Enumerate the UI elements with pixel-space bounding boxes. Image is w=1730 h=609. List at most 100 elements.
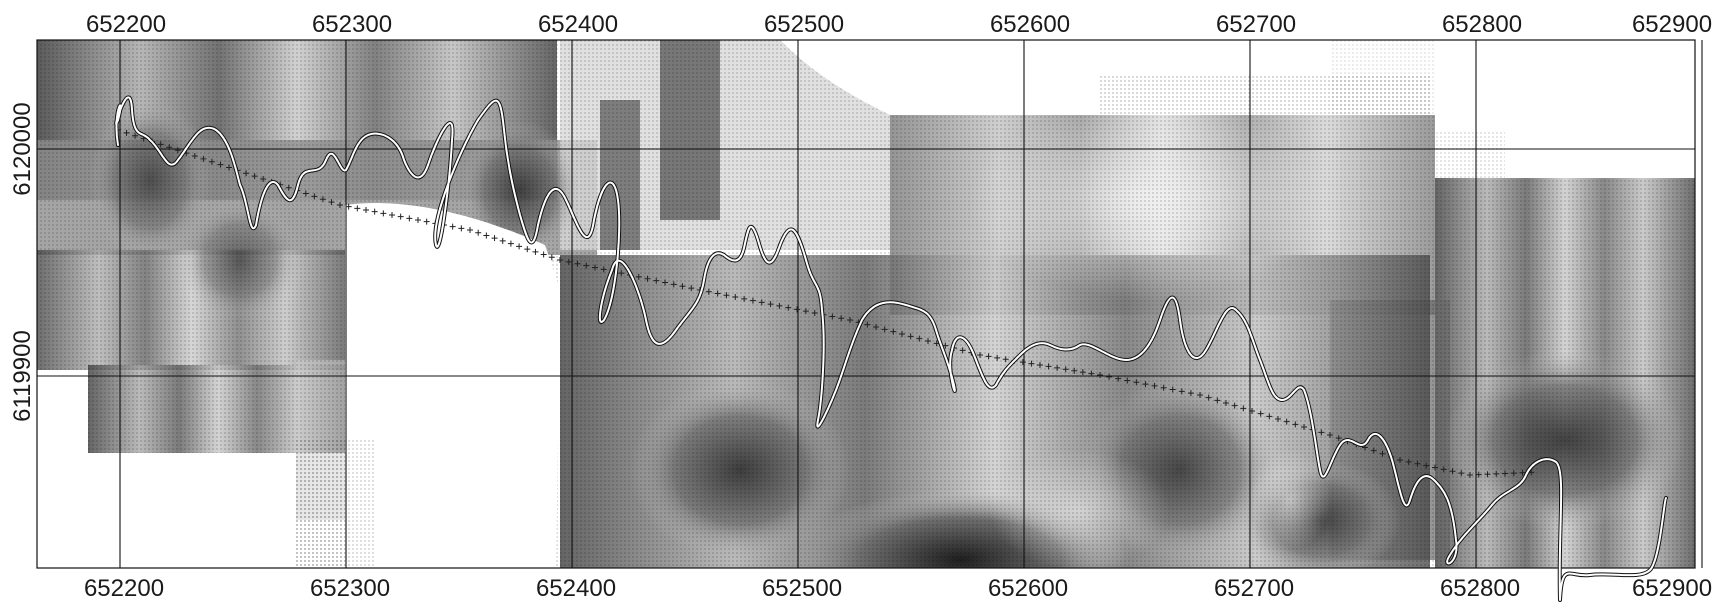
station-marker-icon (802, 308, 809, 315)
station-marker-icon (829, 313, 836, 320)
station-marker-icon (1458, 470, 1465, 477)
station-marker-icon (1169, 386, 1176, 393)
station-marker-icon (811, 309, 818, 316)
station-marker-icon (1257, 410, 1264, 417)
station-marker-icon (1002, 356, 1009, 363)
station-marker-icon (925, 338, 931, 344)
station-marker-icon (507, 240, 514, 247)
station-marker-icon (1106, 373, 1113, 380)
station-marker-icon (977, 352, 983, 358)
station-marker-icon (157, 141, 164, 148)
station-marker-icon (1197, 392, 1203, 398)
top-tick-label: 652400 (538, 11, 618, 38)
station-marker-icon (1214, 397, 1221, 404)
bottom-tick-label: 652700 (1214, 575, 1294, 602)
station-marker-icon (328, 199, 335, 206)
station-marker-icon (758, 299, 765, 306)
station-marker-icon (132, 132, 139, 139)
left-axis-labels: 6120000 6119900 (9, 102, 36, 422)
station-marker-icon (532, 248, 539, 255)
station-marker-icon (1054, 364, 1061, 371)
station-marker-icon (794, 306, 801, 313)
station-marker-icon (1037, 362, 1043, 368)
top-axis-labels: 652200 652300 652400 652500 652600 652700 6528… (86, 11, 1712, 38)
station-marker-icon (260, 176, 267, 183)
station-marker-icon (557, 257, 563, 263)
top-tick-label: 652300 (312, 11, 392, 38)
station-marker-icon (311, 193, 318, 200)
station-marker-icon (337, 202, 343, 208)
profile-curve (114, 95, 1668, 602)
station-marker-icon (345, 203, 352, 210)
station-marker-icon (1292, 421, 1299, 428)
bottom-tick-label: 652300 (310, 575, 390, 602)
station-marker-icon (483, 232, 490, 239)
raster-image (37, 40, 1695, 568)
station-marker-icon (847, 317, 853, 323)
bottom-tick-label: 652600 (988, 575, 1068, 602)
station-marker-icon (1115, 375, 1122, 382)
station-marker-icon (1062, 366, 1069, 373)
station-marker-icon (741, 295, 748, 302)
top-tick-label: 652800 (1442, 11, 1522, 38)
station-marker-icon (705, 288, 712, 295)
station-marker-icon (1223, 400, 1229, 406)
station-marker-icon (174, 147, 181, 154)
station-marker-icon (1502, 470, 1508, 477)
station-marker-icon (994, 354, 1001, 361)
coordinate-grid (37, 40, 1703, 568)
station-marker-icon (363, 207, 369, 213)
top-tick-label: 652200 (86, 11, 166, 38)
station-marker-icon (208, 158, 215, 165)
station-marker-icon (899, 331, 905, 337)
station-marker-icon (319, 196, 326, 203)
station-marker-icon (1097, 372, 1103, 378)
bottom-tick-label: 652900 (1632, 575, 1712, 602)
station-marker-icon (491, 235, 498, 242)
top-tick-label: 652700 (1216, 11, 1296, 38)
station-marker-icon (371, 208, 378, 215)
station-marker-icon (767, 301, 774, 308)
station-marker-icon (302, 190, 309, 197)
left-tick-label: 6120000 (9, 102, 36, 195)
station-marker-icon (907, 333, 914, 340)
station-marker-icon (1266, 413, 1273, 420)
station-marker-icon (1440, 466, 1447, 473)
station-marker-icon (499, 237, 506, 244)
station-marker-icon (1071, 367, 1078, 374)
station-marker-icon (1449, 468, 1456, 475)
station-marker-icon (1484, 471, 1491, 478)
top-tick-label: 652600 (990, 11, 1070, 38)
station-marker-icon (380, 210, 387, 217)
station-marker-icon (688, 285, 695, 292)
station-marker-icon (1019, 359, 1026, 366)
station-marker-icon (1327, 432, 1333, 438)
station-marker-icon (785, 304, 792, 311)
station-marker-icon (732, 294, 739, 301)
station-marker-icon (226, 164, 232, 171)
bottom-tick-label: 652400 (536, 575, 616, 602)
station-marker-icon (583, 262, 590, 269)
station-marker-icon (397, 213, 404, 220)
station-marker-icon (776, 302, 783, 309)
bottom-tick-label: 652500 (762, 575, 842, 602)
station-marker-icon (749, 297, 756, 304)
station-marker-icon (1088, 370, 1095, 377)
top-tick-label: 652500 (764, 11, 844, 38)
station-marker-icon (458, 225, 465, 232)
station-marker-icon (1028, 360, 1035, 367)
station-marker-icon (415, 217, 421, 223)
station-marker-icon (1133, 379, 1140, 386)
bottom-tick-label: 652800 (1440, 575, 1520, 602)
station-marker-icon (217, 161, 224, 168)
station-marker-icon (1275, 416, 1281, 422)
station-marker-icon (354, 205, 361, 212)
station-marker-icon (1240, 405, 1247, 412)
station-marker-icon (166, 144, 173, 151)
station-marker-icon (1283, 418, 1290, 425)
station-marker-icon (592, 264, 598, 271)
station-marker-icon (123, 129, 130, 136)
station-marker-icon (1493, 470, 1500, 477)
station-marker-icon (1467, 472, 1473, 478)
station-marker-icon (1045, 363, 1052, 370)
